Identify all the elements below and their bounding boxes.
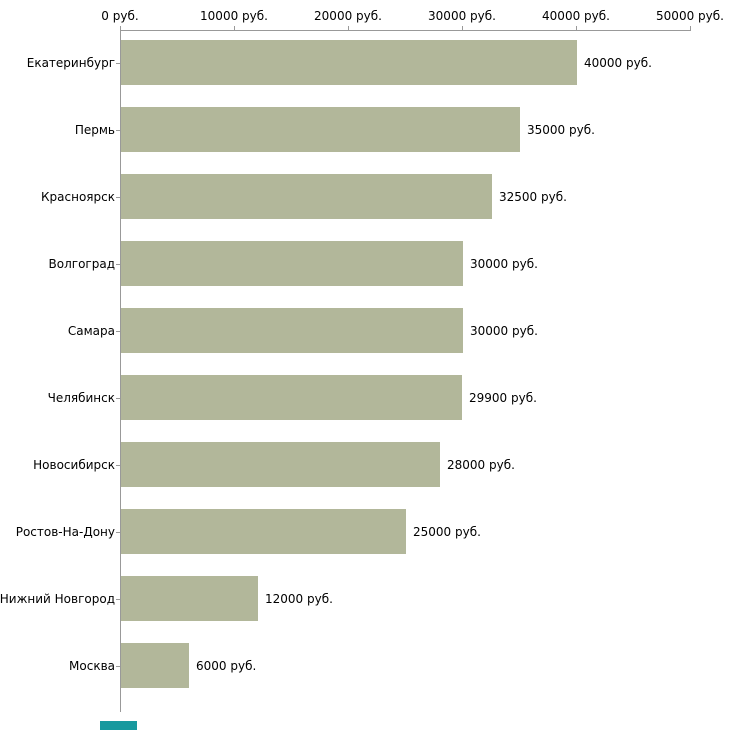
value-label: 30000 руб. <box>470 256 538 271</box>
x-tick-mark <box>234 26 235 30</box>
bar <box>121 509 406 554</box>
category-label: Челябинск <box>47 390 115 405</box>
y-tick-mark <box>116 598 120 600</box>
bar <box>121 174 492 219</box>
category-label: Красноярск <box>41 189 115 204</box>
category-label: Самара <box>67 323 115 338</box>
y-tick-mark <box>116 263 120 265</box>
value-label: 35000 руб. <box>527 122 595 137</box>
y-tick-mark <box>116 397 120 399</box>
y-tick-mark <box>116 665 120 667</box>
x-tick-label: 20000 руб. <box>314 9 382 23</box>
category-label: Новосибирск <box>33 457 115 472</box>
value-label: 32500 руб. <box>499 189 567 204</box>
category-label: Ростов-На-Дону <box>15 524 115 539</box>
y-axis-line <box>120 30 121 712</box>
x-tick-label: 50000 руб. <box>656 9 724 23</box>
category-label: Екатеринбург <box>26 55 115 70</box>
category-label: Москва <box>69 658 115 673</box>
x-tick-label: 0 руб. <box>101 9 139 23</box>
bar <box>121 308 463 353</box>
bar <box>121 40 577 85</box>
x-tick-mark <box>462 26 463 30</box>
value-label: 40000 руб. <box>584 55 652 70</box>
bar <box>121 442 440 487</box>
x-tick-mark <box>690 26 691 30</box>
x-tick-label: 10000 руб. <box>200 9 268 23</box>
value-label: 12000 руб. <box>265 591 333 606</box>
value-label: 29900 руб. <box>469 390 537 405</box>
y-tick-mark <box>116 464 120 466</box>
value-label: 6000 руб. <box>196 658 257 673</box>
value-label: 25000 руб. <box>413 524 481 539</box>
x-tick-label: 40000 руб. <box>542 9 610 23</box>
x-axis-line <box>120 30 691 31</box>
y-tick-mark <box>116 62 120 64</box>
y-tick-mark <box>116 129 120 131</box>
bar <box>121 643 189 688</box>
footer-accent-strip <box>100 721 137 730</box>
x-tick-mark <box>576 26 577 30</box>
category-label: Нижний Новгород <box>0 591 115 606</box>
bar <box>121 107 520 152</box>
y-tick-mark <box>116 330 120 332</box>
category-label: Волгоград <box>48 256 115 271</box>
x-tick-mark <box>348 26 349 30</box>
bar <box>121 241 463 286</box>
x-tick-label: 30000 руб. <box>428 9 496 23</box>
y-tick-mark <box>116 531 120 533</box>
category-label: Пермь <box>74 122 115 137</box>
x-tick-mark <box>120 26 121 30</box>
bar <box>121 375 462 420</box>
value-label: 28000 руб. <box>447 457 515 472</box>
value-label: 30000 руб. <box>470 323 538 338</box>
y-tick-mark <box>116 196 120 198</box>
bar <box>121 576 258 621</box>
